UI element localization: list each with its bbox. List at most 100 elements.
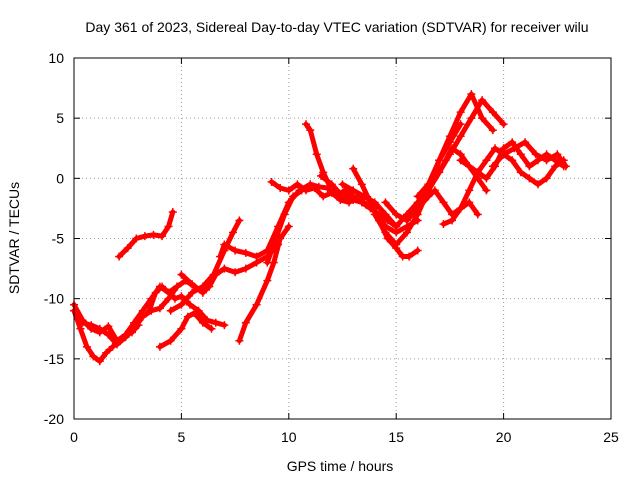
data-point: [252, 252, 261, 261]
data-point: [357, 180, 366, 189]
x-tick-label: 25: [603, 429, 619, 445]
y-tick-label: -15: [44, 351, 64, 367]
data-point: [381, 210, 390, 219]
data-point: [207, 324, 216, 333]
data-point: [108, 342, 117, 351]
data-point: [115, 252, 124, 261]
data-point: [104, 322, 113, 331]
y-axis-label: SDTVAR / TECUs: [6, 182, 22, 294]
data-point: [173, 282, 182, 291]
data-point: [510, 144, 519, 153]
data-point: [220, 264, 229, 273]
x-tick-label: 20: [496, 429, 512, 445]
data-point: [465, 186, 474, 195]
data-point: [508, 156, 517, 165]
data-point: [516, 168, 525, 177]
data-point: [211, 318, 220, 327]
data-point: [370, 210, 379, 219]
data-point: [366, 198, 375, 207]
data-point: [205, 282, 214, 291]
data-point: [531, 150, 540, 159]
data-point: [164, 222, 173, 231]
data-point: [482, 174, 491, 183]
data-point: [392, 222, 401, 231]
data-point: [392, 210, 401, 219]
data-point: [465, 162, 474, 171]
data-point: [439, 220, 448, 229]
data-point: [276, 183, 285, 192]
data-point: [478, 114, 487, 123]
data-point: [456, 132, 465, 141]
data-point: [151, 288, 160, 297]
data-point: [235, 336, 244, 345]
data-point: [338, 192, 347, 201]
data-point: [138, 312, 147, 321]
data-point: [155, 342, 164, 351]
data-point: [306, 126, 315, 135]
data-point: [231, 268, 240, 277]
series-trace-4: [116, 209, 176, 259]
x-tick-label: 15: [388, 429, 404, 445]
data-point: [516, 150, 525, 159]
data-point: [445, 138, 454, 147]
data-point: [467, 114, 476, 123]
data-point: [211, 270, 220, 279]
data-point: [140, 232, 149, 241]
data-point: [499, 150, 508, 159]
data-point: [533, 180, 542, 189]
data-point: [521, 138, 530, 147]
data-point: [177, 300, 186, 309]
data-point: [95, 324, 104, 333]
data-point: [89, 352, 98, 361]
data-point: [132, 234, 141, 243]
data-point: [198, 318, 207, 327]
data-point: [465, 198, 474, 207]
data-point: [164, 288, 173, 297]
data-point: [413, 192, 422, 201]
data-point: [280, 210, 289, 219]
data-point: [473, 168, 482, 177]
data-point: [338, 180, 347, 189]
data-point: [491, 144, 500, 153]
data-point: [402, 228, 411, 237]
data-point: [241, 318, 250, 327]
data-point: [170, 294, 179, 303]
data-point: [228, 228, 237, 237]
data-point: [183, 312, 192, 321]
data-point: [271, 234, 280, 243]
series-layer: [70, 90, 570, 366]
data-point: [488, 126, 497, 135]
data-point: [78, 318, 87, 327]
data-point: [508, 138, 517, 147]
y-tick-label: -20: [44, 411, 64, 427]
y-tick-label: -10: [44, 291, 64, 307]
data-point: [284, 186, 293, 195]
data-point: [177, 270, 186, 279]
data-point: [194, 306, 203, 315]
data-point: [102, 348, 111, 357]
data-point: [166, 336, 175, 345]
x-axis-label: GPS time / hours: [287, 458, 394, 474]
data-point: [149, 230, 158, 239]
data-point: [435, 168, 444, 177]
data-point: [220, 240, 229, 249]
data-point: [155, 304, 164, 313]
data-point: [289, 192, 298, 201]
data-point: [402, 216, 411, 225]
data-point: [301, 120, 310, 129]
data-point: [104, 330, 113, 339]
data-point: [525, 162, 534, 171]
data-point: [319, 192, 328, 201]
x-tick-label: 5: [178, 429, 186, 445]
series-trace-23: [490, 139, 569, 169]
data-point: [525, 174, 534, 183]
data-point: [263, 258, 272, 267]
data-point: [177, 292, 186, 301]
data-point: [177, 324, 186, 333]
grid-layer: [74, 58, 611, 419]
data-point: [456, 204, 465, 213]
data-point: [327, 180, 336, 189]
data-point: [381, 198, 390, 207]
data-point: [349, 186, 358, 195]
